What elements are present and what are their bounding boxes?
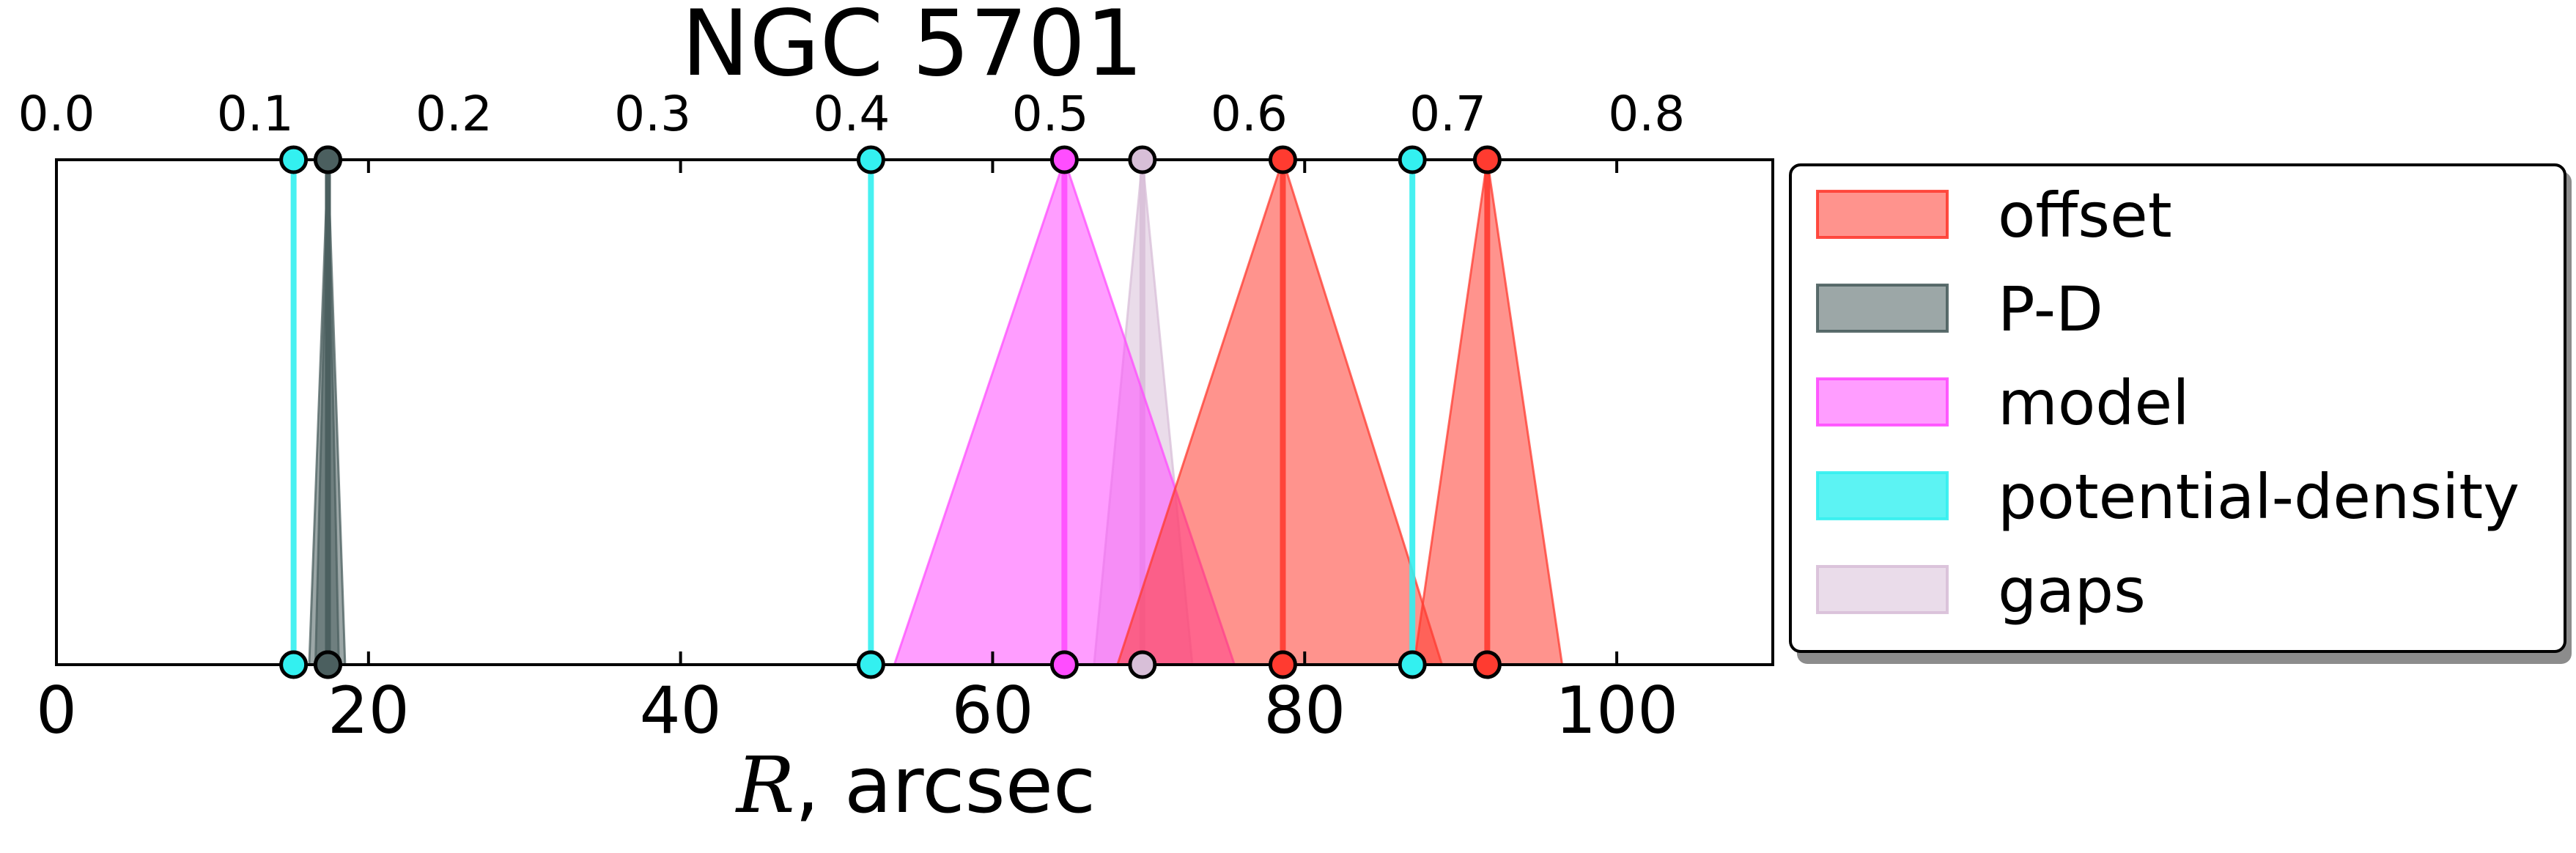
plot-area xyxy=(55,145,1774,679)
model-point xyxy=(1049,650,1079,679)
legend-swatch-P-D xyxy=(1816,284,1949,333)
potential-density-point xyxy=(856,145,885,174)
potential-density-point xyxy=(1398,650,1427,679)
legend-swatch-potential-density xyxy=(1816,471,1949,520)
gaps-point xyxy=(1128,650,1157,679)
top-tick-label: 0.0 xyxy=(18,86,95,142)
bottom-axis-ticks: 0 20 40 60 80 100 xyxy=(36,160,1678,748)
legend-swatch-offset xyxy=(1816,190,1949,239)
x-tick-label: 60 xyxy=(951,673,1033,748)
offset-point xyxy=(1268,650,1297,679)
P-D-point xyxy=(313,145,342,174)
legend-label-potential-density: potential-density xyxy=(1998,461,2520,533)
legend-swatch-gaps xyxy=(1816,565,1949,614)
legend: offset P-D model potential-density gaps xyxy=(1789,163,2572,664)
top-tick-label: 0.8 xyxy=(1608,86,1685,142)
offset-range-triangle xyxy=(1116,160,1444,665)
x-axis-label-unit: , arcsec xyxy=(795,740,1096,830)
x-tick-label: 80 xyxy=(1263,673,1346,748)
potential-density-point xyxy=(1398,145,1427,174)
top-tick-label: 0.2 xyxy=(416,86,492,142)
top-axis-ticks: 0.0 0.1 0.2 0.3 0.4 0.5 0.6 0.7 0.8 xyxy=(18,86,1686,142)
top-tick-label: 0.6 xyxy=(1211,86,1288,142)
plot-frame xyxy=(55,158,1774,666)
model-point xyxy=(1049,145,1079,174)
potential-density-point xyxy=(279,145,309,174)
x-axis-label: R, arcsec xyxy=(735,740,1096,830)
legend-swatch-model xyxy=(1816,377,1949,426)
gaps-point xyxy=(1128,145,1157,174)
offset-point xyxy=(1472,650,1502,679)
top-tick-label: 0.7 xyxy=(1409,86,1486,142)
potential-density-point xyxy=(856,650,885,679)
legend-label-gaps: gaps xyxy=(1998,555,2146,627)
top-tick-label: 0.3 xyxy=(614,86,691,142)
x-tick-label: 100 xyxy=(1555,673,1678,748)
legend-box xyxy=(1789,163,2566,653)
legend-label-offset: offset xyxy=(1998,180,2172,251)
chart-title: NGC 5701 xyxy=(682,0,1143,97)
offset-point xyxy=(1268,145,1297,174)
offset-point xyxy=(1472,145,1502,174)
x-axis-label-symbol: R xyxy=(735,740,795,830)
top-tick-label: 0.1 xyxy=(217,86,294,142)
x-tick-label: 20 xyxy=(328,673,410,748)
top-tick-label: 0.5 xyxy=(1012,86,1089,142)
top-tick-label: 0.4 xyxy=(813,86,890,142)
legend-label-model: model xyxy=(1998,367,2190,439)
potential-density-point xyxy=(279,650,309,679)
P-D-point xyxy=(313,650,342,679)
x-tick-label: 40 xyxy=(640,673,722,748)
legend-label-P-D: P-D xyxy=(1998,273,2103,345)
x-tick-label: 0 xyxy=(36,673,77,748)
